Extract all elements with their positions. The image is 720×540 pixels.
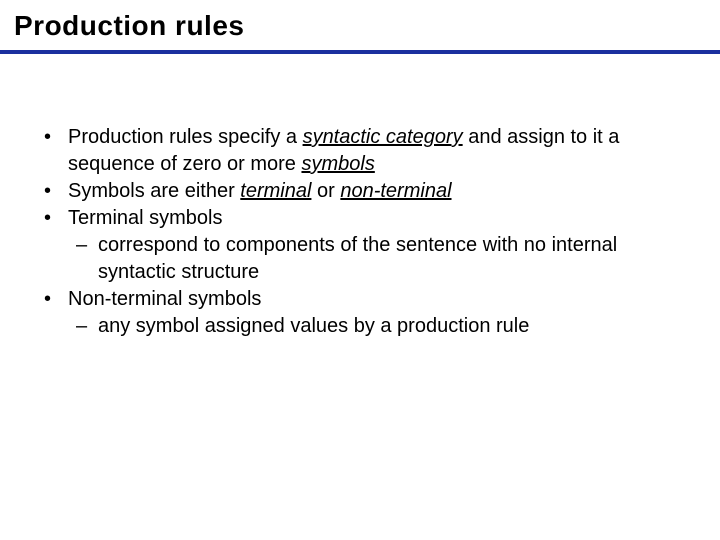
slide-content: Production rules specify a syntactic cat… xyxy=(0,54,720,340)
sub-bullet-item: correspond to components of the sentence… xyxy=(68,232,682,286)
sub-list: correspond to components of the sentence… xyxy=(68,232,682,286)
bullet-item: Production rules specify a syntactic cat… xyxy=(38,124,682,178)
bullet-list: Production rules specify a syntactic cat… xyxy=(38,124,682,340)
bullet-item: Symbols are either terminal or non-termi… xyxy=(38,178,682,205)
slide-title: Production rules xyxy=(14,10,706,42)
slide: Production rules Production rules specif… xyxy=(0,0,720,540)
bullet-item: Terminal symbolscorrespond to components… xyxy=(38,205,682,286)
sub-bullet-item: any symbol assigned values by a producti… xyxy=(68,313,682,340)
sub-list: any symbol assigned values by a producti… xyxy=(68,313,682,340)
bullet-item: Non-terminal symbolsany symbol assigned … xyxy=(38,286,682,340)
title-region: Production rules xyxy=(0,0,720,48)
